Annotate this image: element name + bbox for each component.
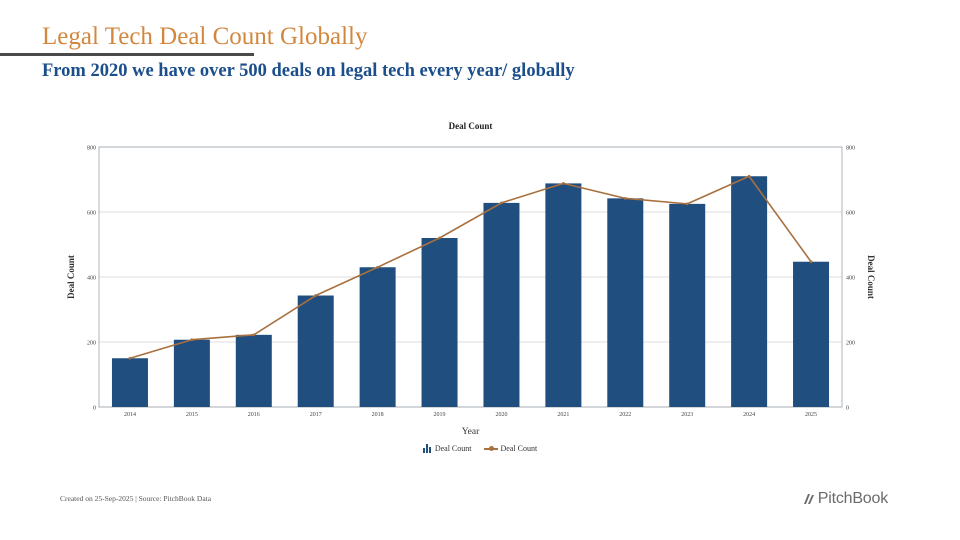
chart-title: Deal Count [449,121,493,131]
y-tick-right-200: 200 [846,341,855,347]
legend-item-line[interactable]: Deal Count [483,444,538,453]
y-tick-left-200: 200 [87,341,96,347]
x-tick-2014: 2014 [124,412,136,418]
pitchbook-logo-icon [803,494,814,504]
y-tick-left-800: 800 [87,146,96,152]
line-point-2025 [809,260,813,264]
y-tick-right-800: 800 [846,146,855,152]
y-axis-label-right: Deal Count [866,255,876,299]
source-note: Created on 25-Sep-2025 | Source: PitchBo… [60,494,212,503]
y-tick-left-400: 400 [87,276,96,282]
chart-legend: Deal Count Deal Count [0,444,960,455]
legend-label-line: Deal Count [500,444,538,453]
x-tick-2025: 2025 [805,412,817,418]
y-tick-left-0: 0 [93,406,96,412]
y-tick-right-0: 0 [846,406,849,412]
bar-2024 [731,176,768,407]
line-marker-icon [483,444,498,453]
bar-2018 [359,267,396,407]
line-point-2021 [561,182,565,185]
bar-2015 [173,339,210,407]
bar-2021 [545,183,582,407]
line-point-2018 [376,265,380,269]
x-tick-2018: 2018 [372,412,384,418]
legend-item-bar[interactable]: Deal Count [422,444,472,453]
bar-2019 [421,238,458,407]
bar-2020 [483,202,520,407]
bar-chart-icon [422,444,432,453]
title-underline [0,53,254,56]
x-tick-2019: 2019 [434,412,446,418]
line-point-2015 [190,338,194,342]
x-tick-2023: 2023 [681,412,693,418]
bar-2025 [793,261,830,407]
bar-2014 [111,358,148,407]
x-tick-2024: 2024 [743,412,755,418]
x-tick-2020: 2020 [495,412,507,418]
x-axis-label: Year [462,427,480,437]
y-tick-right-400: 400 [846,276,855,282]
deal-count-line [129,175,812,360]
x-tick-2017: 2017 [310,412,322,418]
x-tick-2022: 2022 [619,412,631,418]
line-point-2019 [438,236,441,240]
line-point-2014 [128,356,132,360]
plot-area-frame [98,146,843,408]
bar-2017 [297,295,334,407]
y-tick-left-600: 600 [87,211,96,217]
line-point-2016 [252,333,256,337]
line-point-2017 [314,294,318,297]
x-tick-2016: 2016 [248,412,260,418]
line-point-2022 [623,196,627,200]
line-point-2023 [685,202,689,206]
line-point-2020 [500,201,503,205]
pitchbook-brand: PitchBook [802,490,888,508]
page-subtitle: From 2020 we have over 500 deals on lega… [42,61,575,81]
legend-label-bar: Deal Count [434,444,472,453]
y-axis-label-left: Deal Count [66,255,76,299]
brand-name: PitchBook [817,490,888,507]
x-tick-2021: 2021 [557,412,569,418]
line-point-2024 [747,174,751,178]
bar-2016 [235,334,272,407]
page-title: Legal Tech Deal Count Globally [42,23,368,50]
bar-2023 [669,203,706,407]
x-tick-2015: 2015 [186,412,198,418]
bar-2022 [607,198,644,407]
y-tick-right-600: 600 [846,211,855,217]
